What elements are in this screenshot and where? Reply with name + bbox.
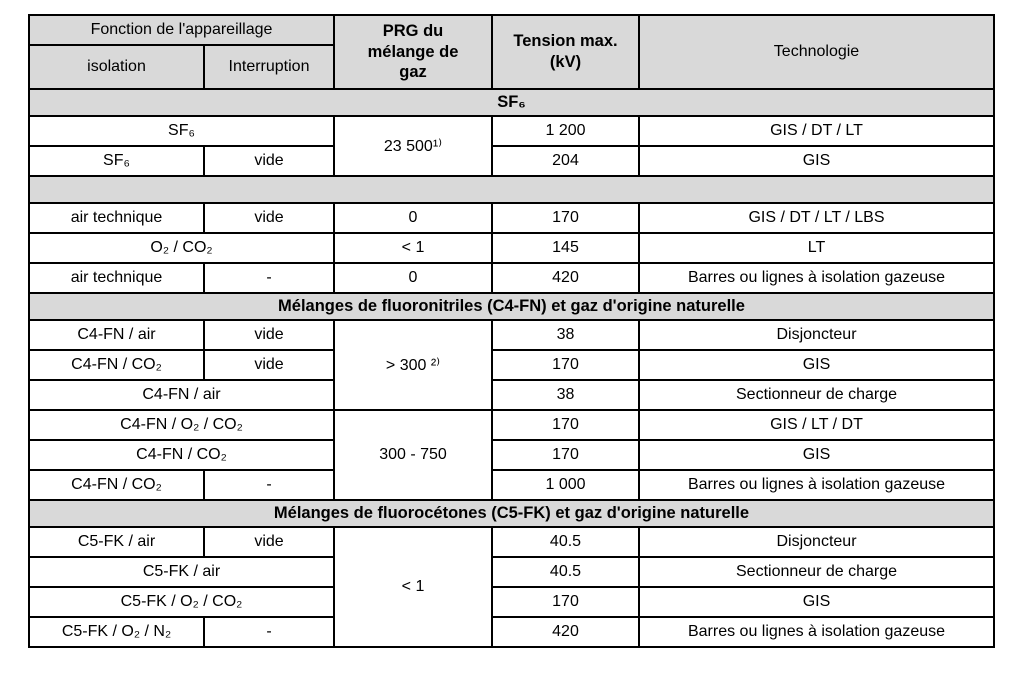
section-title-c5fk: Mélanges de fluorocétones (C5-FK) et gaz…	[28, 499, 995, 528]
cell-technologie: Sectionneur de charge	[638, 379, 995, 411]
header-technologie: Technologie	[638, 14, 995, 90]
switchgear-gas-table: Fonction de l'appareillage PRG du mélang…	[28, 14, 995, 648]
section-title-c5fk-label: Mélanges de fluorocétones (C5-FK) et gaz…	[28, 499, 995, 528]
header-row-top: Fonction de l'appareillage PRG du mélang…	[28, 14, 995, 90]
cell-prg: 23 500¹⁾	[333, 115, 493, 177]
cell-tension: 38	[491, 319, 640, 351]
table-row: C5-FK / O₂ / N₂ - 420 Barres ou lignes à…	[28, 616, 995, 648]
table-row: C4-FN / CO₂ vide 170 GIS	[28, 349, 995, 381]
cell-technologie: Barres ou lignes à isolation gazeuse	[638, 616, 995, 648]
cell-interruption: vide	[203, 349, 335, 381]
cell-isolation: C5-FK / air	[28, 526, 205, 558]
cell-interruption: vide	[203, 145, 335, 177]
section-title-c4fn: Mélanges de fluoronitriles (C4-FN) et ga…	[28, 292, 995, 321]
header-function: Fonction de l'appareillage	[28, 14, 335, 46]
header-prg: PRG du mélange de gaz	[333, 14, 493, 90]
cell-tension: 170	[491, 409, 640, 441]
cell-isolation: air technique	[28, 262, 205, 294]
cell-technologie: GIS	[638, 439, 995, 471]
cell-technologie: Barres ou lignes à isolation gazeuse	[638, 262, 995, 294]
cell-isolation: C5-FK / air	[28, 556, 335, 588]
cell-isolation: C5-FK / O₂ / N₂	[28, 616, 205, 648]
cell-prg: 0	[333, 202, 493, 234]
cell-tension: 170	[491, 202, 640, 234]
cell-tension: 204	[491, 145, 640, 177]
cell-tension: 170	[491, 586, 640, 618]
cell-technologie: GIS / DT / LT / LBS	[638, 202, 995, 234]
header-tension: Tension max. (kV)	[491, 14, 640, 90]
cell-technologie: Barres ou lignes à isolation gazeuse	[638, 469, 995, 501]
section-title-c4fn-label: Mélanges de fluoronitriles (C4-FN) et ga…	[28, 292, 995, 321]
cell-isolation: C4-FN / air	[28, 319, 205, 351]
table-row: C4-FN / O₂ / CO₂ 300 - 750 170 GIS / LT …	[28, 409, 995, 501]
cell-isolation: air technique	[28, 202, 205, 234]
cell-technologie: LT	[638, 232, 995, 264]
header-row-sub: isolation Interruption	[28, 44, 994, 90]
table-row: C5-FK / air 40.5 Sectionneur de charge	[28, 556, 995, 588]
table-row: O₂ / CO₂ < 1 145 LT	[28, 232, 995, 264]
cell-isolation: SF₆	[28, 115, 335, 147]
cell-tension: 170	[491, 439, 640, 471]
cell-tension: 420	[491, 616, 640, 648]
cell-tension: 40.5	[491, 556, 640, 588]
section-title-sf6-label: SF₆	[28, 88, 995, 117]
table-row: C4-FN / air 38 Sectionneur de charge	[28, 379, 995, 411]
table-row: C4-FN / CO₂ - 1 000 Barres ou lignes à i…	[28, 469, 995, 501]
cell-prg: 300 - 750	[333, 409, 493, 501]
section-title-sf6: SF₆	[28, 88, 995, 117]
cell-tension: 40.5	[491, 526, 640, 558]
cell-technologie: GIS	[638, 145, 995, 177]
cell-technologie: Disjoncteur	[638, 526, 995, 558]
cell-tension: 420	[491, 262, 640, 294]
table-row: C5-FK / air vide < 1 40.5 Disjoncteur	[28, 526, 995, 648]
cell-isolation: C4-FN / CO₂	[28, 469, 205, 501]
cell-prg: < 1	[333, 526, 493, 648]
cell-isolation: C4-FN / CO₂	[28, 439, 335, 471]
cell-interruption: -	[203, 616, 335, 648]
cell-interruption: vide	[203, 202, 335, 234]
section-title-natural-gas-label	[28, 175, 995, 204]
cell-isolation: O₂ / CO₂	[28, 232, 335, 264]
table-row: C5-FK / O₂ / CO₂ 170 GIS	[28, 586, 995, 618]
header-interruption: Interruption	[203, 44, 335, 90]
header-prg-label: PRG du mélange de gaz	[367, 22, 459, 82]
cell-prg: < 1	[333, 232, 493, 264]
cell-isolation: C4-FN / CO₂	[28, 349, 205, 381]
table-row: SF₆ vide 204 GIS	[28, 145, 995, 177]
cell-tension: 1 000	[491, 469, 640, 501]
cell-technologie: GIS / DT / LT	[638, 115, 995, 147]
table-row: SF₆ 23 500¹⁾ 1 200 GIS / DT / LT	[28, 115, 995, 177]
table-row: C4-FN / air vide > 300 ²⁾ 38 Disjoncteur	[28, 319, 995, 411]
cell-tension: 1 200	[491, 115, 640, 147]
cell-prg: 0	[333, 262, 493, 294]
cell-tension: 38	[491, 379, 640, 411]
cell-prg: > 300 ²⁾	[333, 319, 493, 411]
cell-isolation: C4-FN / air	[28, 379, 335, 411]
cell-interruption: -	[203, 262, 335, 294]
cell-technologie: GIS / LT / DT	[638, 409, 995, 441]
cell-isolation: SF₆	[28, 145, 205, 177]
cell-technologie: GIS	[638, 586, 995, 618]
cell-interruption: -	[203, 469, 335, 501]
header-tension-label: Tension max. (kV)	[513, 32, 618, 71]
cell-interruption: vide	[203, 526, 335, 558]
cell-interruption: vide	[203, 319, 335, 351]
table-row: air technique - 0 420 Barres ou lignes à…	[28, 262, 995, 294]
header-isolation: isolation	[28, 44, 205, 90]
cell-technologie: GIS	[638, 349, 995, 381]
section-title-natural-gas	[28, 175, 995, 204]
cell-technologie: Disjoncteur	[638, 319, 995, 351]
table-row: air technique vide 0 170 GIS / DT / LT /…	[28, 202, 995, 234]
cell-tension: 145	[491, 232, 640, 264]
cell-isolation: C4-FN / O₂ / CO₂	[28, 409, 335, 441]
cell-isolation: C5-FK / O₂ / CO₂	[28, 586, 335, 618]
table-row: C4-FN / CO₂ 170 GIS	[28, 439, 995, 471]
cell-technologie: Sectionneur de charge	[638, 556, 995, 588]
cell-tension: 170	[491, 349, 640, 381]
